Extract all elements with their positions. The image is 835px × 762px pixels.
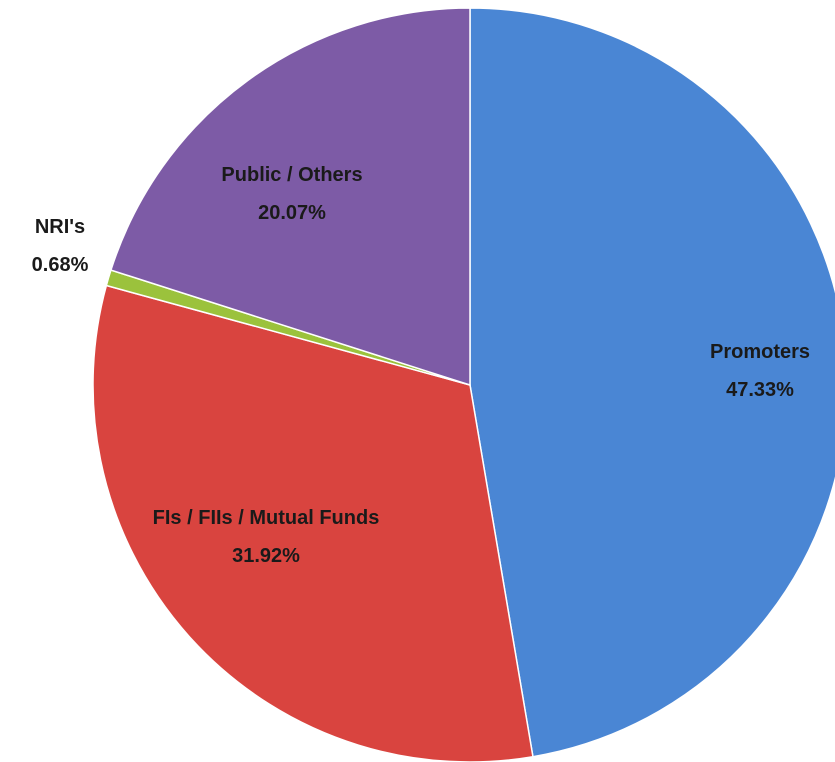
value-label: 20.07% — [258, 202, 326, 224]
category-name: NRI's — [34, 216, 86, 238]
category-name: Promoters — [709, 341, 811, 363]
category-name: Public / Others — [221, 164, 363, 186]
value-label: 47.33% — [726, 379, 794, 401]
value-label: 31.92% — [232, 545, 300, 567]
pie-slice — [92, 284, 534, 762]
value-label: 0.68% — [31, 254, 89, 276]
slice-label: FIs / FIIs / Mutual Funds 31.92% — [141, 499, 391, 575]
slice-label: Public / Others 20.07% — [182, 156, 402, 232]
pie-slice — [109, 7, 471, 387]
pie-slice — [469, 7, 835, 758]
slice-label: Promoters 47.33% — [660, 333, 835, 409]
category-name: FIs / FIIs / Mutual Funds — [152, 507, 380, 529]
slice-label: NRI's 0.68% — [0, 208, 120, 284]
